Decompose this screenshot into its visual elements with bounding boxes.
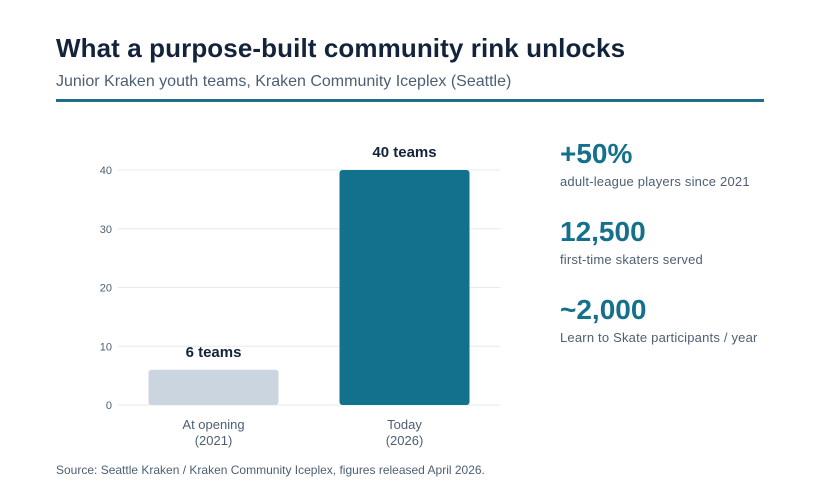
y-tick-label: 40 [100, 165, 112, 177]
x-tick-label: Today [387, 417, 422, 432]
data-label: 40 teams [372, 144, 436, 161]
stat-value: ~2,000 [560, 294, 647, 325]
y-tick-label: 20 [100, 283, 112, 295]
stat-adult-league: +50% adult-league players since 2021 [560, 138, 750, 189]
stat-label: first-time skaters served [560, 252, 703, 267]
data-label: 6 teams [186, 344, 242, 361]
x-tick-label: (2026) [386, 433, 424, 448]
stat-value: 12,500 [560, 216, 646, 247]
y-tick-label: 30 [100, 224, 112, 236]
x-tick-label: At opening [182, 417, 244, 432]
page-title: What a purpose-built community rink unlo… [56, 33, 626, 63]
source-note: Source: Seattle Kraken / Kraken Communit… [56, 463, 485, 477]
title-divider [56, 99, 764, 102]
stat-value: +50% [560, 138, 633, 169]
y-tick-label: 0 [106, 400, 112, 412]
y-tick-label: 10 [100, 341, 112, 353]
stat-learn-to-skate: ~2,000 Learn to Skate participants / yea… [560, 294, 758, 345]
bar [339, 170, 470, 405]
page-subtitle: Junior Kraken youth teams, Kraken Commun… [56, 73, 512, 90]
bar [148, 369, 279, 405]
stat-label: adult-league players since 2021 [560, 174, 750, 189]
x-tick-label: (2021) [195, 433, 233, 448]
stat-first-time-skaters: 12,500 first-time skaters served [560, 216, 703, 267]
stat-label: Learn to Skate participants / year [560, 330, 758, 345]
